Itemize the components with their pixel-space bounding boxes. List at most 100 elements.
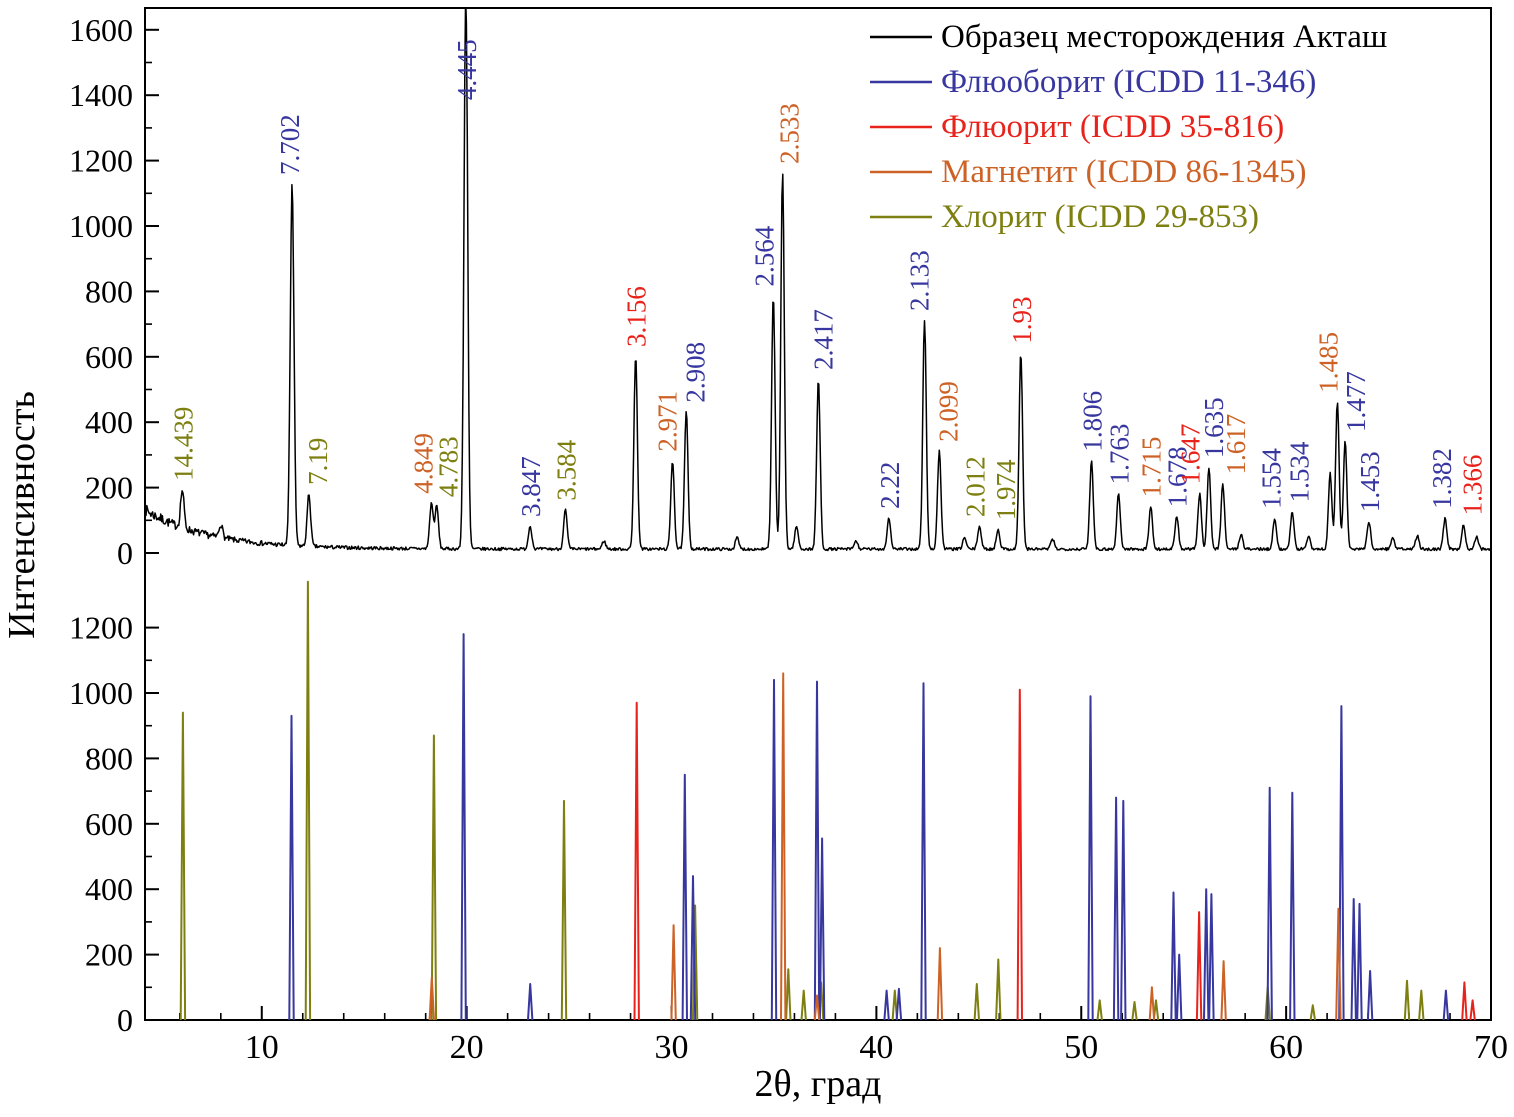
reference-stick-chlorite xyxy=(1403,979,1411,1021)
peak-label: 2.971 xyxy=(653,391,683,452)
x-axis-title: 2θ, град xyxy=(755,1063,882,1105)
y-axis-tick-label: 400 xyxy=(85,404,133,440)
reference-stick-fluoborite xyxy=(895,987,903,1021)
reference-stick-fluorite xyxy=(1195,911,1203,1021)
peak-label: 1.453 xyxy=(1355,451,1385,512)
reference-stick-fluoborite xyxy=(1289,791,1296,1021)
y-axis-title: Интенсивность xyxy=(1,391,43,639)
reference-stick-chlorite xyxy=(785,968,792,1021)
reference-stick-fluoborite xyxy=(1350,898,1357,1021)
reference-stick-magnetite xyxy=(780,672,787,1021)
legend-label: Флюорит (ICDD 35-816) xyxy=(941,109,1284,145)
peak-label: 1.382 xyxy=(1427,448,1457,509)
experimental-series xyxy=(145,8,1491,552)
reference-stick-fluoborite xyxy=(1442,989,1450,1021)
y-axis-tick-label: 1000 xyxy=(69,675,133,711)
peak-label: 1.647 xyxy=(1176,424,1206,485)
legend-label: Хлорит (ICDD 29-853) xyxy=(941,199,1259,235)
reference-stick-fluoborite xyxy=(1120,799,1127,1021)
reference-stick-chlorite xyxy=(891,989,898,1021)
reference-stick-fluoborite xyxy=(1087,695,1094,1021)
reference-stick-fluoborite xyxy=(920,682,927,1021)
reference-stick-fluoborite xyxy=(1356,902,1363,1021)
reference-stick-fluoborite xyxy=(883,989,890,1021)
reference-patterns xyxy=(179,580,1476,1021)
y-axis-tick-label: 400 xyxy=(85,871,133,907)
peak-label: 1.477 xyxy=(1341,371,1371,432)
x-axis: 10 20 30 40 50 60 70 2θ, град xyxy=(179,1006,1508,1105)
peak-label: 2.099 xyxy=(933,381,963,442)
peak-label: 2.012 xyxy=(960,456,990,517)
legend-label: Флюоборит (ICDD 11-346) xyxy=(941,64,1316,100)
peak-label: 1.806 xyxy=(1078,391,1108,452)
peak-label: 1.715 xyxy=(1137,437,1167,498)
y-axis-tick-label: 0 xyxy=(117,1002,133,1038)
peak-label: 4.445 xyxy=(452,39,482,100)
reference-stick-magnetite xyxy=(1220,960,1227,1021)
legend-label: Образец месторождения Акташ xyxy=(941,19,1387,55)
x-axis-tick-label: 30 xyxy=(655,1029,689,1066)
peak-label: 1.763 xyxy=(1105,424,1135,485)
y-axis-tick-label: 1200 xyxy=(69,143,133,179)
x-axis-tick-label: 10 xyxy=(245,1029,279,1066)
y-axis-tick-label: 600 xyxy=(85,339,133,375)
reference-stick-chlorite xyxy=(1131,1001,1138,1021)
reference-stick-chlorite xyxy=(430,734,438,1021)
reference-stick-chlorite xyxy=(1309,1004,1316,1021)
reference-stick-fluorite xyxy=(1461,981,1468,1021)
peak-label: 3.156 xyxy=(622,286,652,347)
legend-item: Хлорит (ICDD 29-853) xyxy=(870,199,1259,235)
reference-stick-magnetite xyxy=(428,976,435,1021)
reference-stick-magnetite xyxy=(936,947,944,1021)
reference-stick-chlorite xyxy=(560,799,568,1021)
reference-stick-fluoborite xyxy=(689,875,697,1021)
y-axis-tick-label: 800 xyxy=(85,273,133,309)
peak-label: 2.133 xyxy=(905,250,935,311)
reference-stick-chlorite xyxy=(973,983,980,1021)
reference-stick-magnetite xyxy=(1148,986,1156,1021)
peak-label: 2.533 xyxy=(775,103,805,164)
peak-label: 1.635 xyxy=(1199,397,1229,458)
peak-label: 4.783 xyxy=(434,436,464,497)
x-axis-tick-label: 50 xyxy=(1064,1029,1098,1066)
reference-stick-magnetite xyxy=(670,924,677,1021)
peak-label: 7.702 xyxy=(275,114,305,175)
reference-stick-fluorite xyxy=(633,701,640,1021)
x-axis-tick-label: 40 xyxy=(859,1029,893,1066)
reference-stick-fluoborite xyxy=(1170,891,1177,1021)
legend: Образец месторождения Акташ Флюоборит (IC… xyxy=(870,19,1387,235)
reference-stick-fluoborite xyxy=(818,837,826,1021)
plot-frame xyxy=(144,7,1492,1021)
reference-stick-fluorite xyxy=(1016,688,1023,1021)
peak-label: 3.847 xyxy=(516,456,546,517)
reference-stick-chlorite xyxy=(800,989,807,1021)
y-axis-tick-label: 200 xyxy=(85,470,133,506)
reference-stick-chlorite xyxy=(179,711,187,1021)
reference-stick-fluoborite xyxy=(1208,893,1215,1021)
legend-item: Флюорит (ICDD 35-816) xyxy=(870,109,1284,145)
x-axis-tick-label: 60 xyxy=(1269,1029,1303,1066)
reference-stick-fluorite xyxy=(1469,999,1476,1021)
y-axis-tick-label: 600 xyxy=(85,806,133,842)
experimental-trace xyxy=(145,8,1491,552)
reference-stick-fluoborite xyxy=(288,714,295,1021)
reference-stick-fluoborite xyxy=(527,983,534,1021)
reference-stick-fluoborite xyxy=(770,678,778,1021)
reference-stick-fluoborite xyxy=(681,773,688,1021)
reference-stick-chlorite xyxy=(1418,989,1425,1021)
peak-label: 1.554 xyxy=(1257,448,1287,509)
y-axis-tick-label: 0 xyxy=(117,535,133,571)
peak-label: 2.564 xyxy=(749,225,779,286)
reference-stick-fluoborite xyxy=(1366,970,1374,1021)
peak-label: 1.366 xyxy=(1458,455,1488,516)
reference-stick-fluoborite xyxy=(813,680,821,1021)
peak-label: 1.974 xyxy=(991,459,1021,520)
y-axis-tick-label: 1600 xyxy=(69,12,133,48)
peak-label: 1.485 xyxy=(1313,332,1343,393)
reference-stick-chlorite xyxy=(995,958,1002,1021)
peak-label: 1.93 xyxy=(1007,296,1037,343)
legend-label: Магнетит (ICDD 86-1345) xyxy=(941,154,1306,190)
